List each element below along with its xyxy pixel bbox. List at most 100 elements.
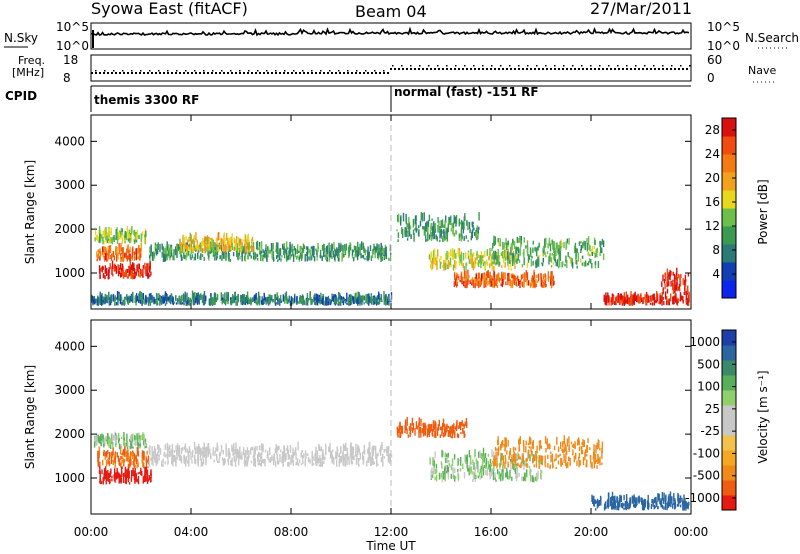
data-cell <box>266 450 269 458</box>
data-cell <box>142 461 144 467</box>
data-cell <box>144 469 146 479</box>
data-cell <box>529 247 532 256</box>
colorbar-tick-label: 1000 <box>689 335 720 349</box>
data-cell <box>469 228 471 234</box>
data-cell <box>496 464 498 469</box>
data-cell <box>661 504 664 509</box>
data-cell <box>663 506 665 510</box>
data-cell <box>530 446 532 453</box>
data-cell <box>126 248 128 253</box>
data-cell <box>250 299 253 304</box>
data-cell <box>197 244 199 253</box>
data-cell <box>177 244 180 250</box>
nave-dot <box>410 65 412 67</box>
data-cell <box>101 469 103 474</box>
data-cell <box>471 471 473 475</box>
data-patch <box>492 435 604 470</box>
data-cell <box>248 450 250 459</box>
data-cell <box>444 467 446 475</box>
data-cell <box>525 270 528 278</box>
data-cell <box>378 252 381 255</box>
data-cell <box>534 454 536 461</box>
data-cell <box>286 241 288 250</box>
data-cell <box>387 454 389 463</box>
data-cell <box>396 427 398 430</box>
data-cell <box>631 301 633 305</box>
data-cell <box>280 298 282 303</box>
data-cell <box>374 299 377 304</box>
data-cell <box>331 293 333 302</box>
data-cell <box>331 454 333 464</box>
data-cell <box>336 452 339 456</box>
data-cell <box>139 291 142 300</box>
data-cell <box>367 457 369 463</box>
data-cell <box>493 250 495 260</box>
data-cell <box>473 227 475 231</box>
data-cell <box>197 460 199 467</box>
data-cell <box>121 452 124 455</box>
nave-dot <box>500 65 502 67</box>
data-cell <box>478 280 480 289</box>
data-cell <box>258 296 260 301</box>
nave-dot <box>176 70 178 72</box>
data-cell <box>620 495 622 502</box>
data-cell <box>219 241 222 250</box>
data-cell <box>200 447 202 456</box>
data-cell <box>434 228 437 233</box>
nave-dot <box>212 70 214 72</box>
data-cell <box>189 297 192 300</box>
data-cell <box>380 252 382 259</box>
data-cell <box>251 246 253 252</box>
data-cell <box>613 300 616 305</box>
data-cell <box>102 266 104 270</box>
data-cell <box>108 228 110 236</box>
nave-dot <box>158 70 160 72</box>
data-cell <box>383 251 385 260</box>
data-cell <box>193 441 196 450</box>
data-cell <box>540 469 542 473</box>
data-cell <box>464 421 466 427</box>
data-cell <box>93 296 96 300</box>
data-cell <box>192 296 195 305</box>
data-cell <box>522 476 525 482</box>
data-cell <box>136 229 138 239</box>
data-cell <box>164 303 167 306</box>
data-cell <box>122 457 124 464</box>
data-cell <box>105 459 108 467</box>
data-cell <box>205 447 207 453</box>
data-patch <box>179 232 255 254</box>
data-cell <box>437 225 440 233</box>
data-cell <box>326 299 328 305</box>
data-cell <box>447 452 449 458</box>
data-cell <box>607 296 609 300</box>
data-cell <box>190 451 192 456</box>
data-cell <box>241 451 243 460</box>
data-cell <box>106 451 108 458</box>
data-cell <box>654 297 656 300</box>
data-cell <box>103 472 105 481</box>
data-cell <box>422 431 424 435</box>
data-cell <box>102 252 104 258</box>
data-cell <box>112 460 114 465</box>
data-cell <box>106 296 108 303</box>
data-cell <box>313 256 316 262</box>
data-cell <box>96 438 98 446</box>
data-cell <box>358 458 360 461</box>
data-cell <box>267 246 270 254</box>
data-cell <box>230 459 233 466</box>
data-cell <box>569 257 572 264</box>
data-cell <box>180 242 182 251</box>
data-cell <box>121 238 123 245</box>
data-cell <box>266 250 269 255</box>
data-cell <box>539 439 542 449</box>
data-cell <box>484 453 487 459</box>
nave-tick-high: 60 <box>707 53 722 67</box>
data-cell <box>202 450 204 460</box>
data-cell <box>170 297 172 305</box>
data-cell <box>285 453 287 461</box>
data-cell <box>146 475 149 479</box>
data-cell <box>564 263 566 267</box>
data-cell <box>467 274 469 280</box>
data-cell <box>485 469 487 475</box>
data-cell <box>357 246 360 252</box>
